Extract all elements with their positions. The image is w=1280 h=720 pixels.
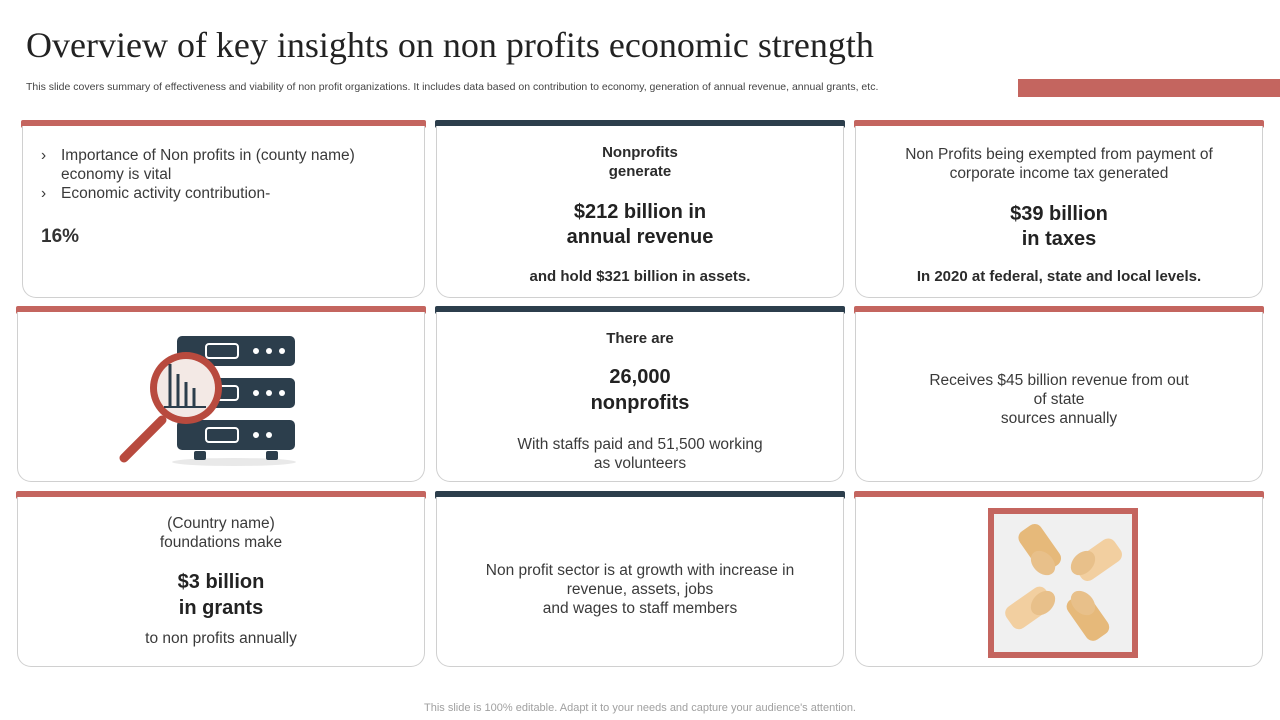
card-text: corporate income tax generated (949, 165, 1169, 182)
card-nonprofit-count: There are 26,000 nonprofits With staffs … (435, 306, 845, 482)
card-topbar (854, 306, 1264, 314)
card-big-value: 26,000 (609, 366, 671, 388)
contribution-value: 16% (41, 226, 80, 247)
bullet-text-cont: economy is vital (61, 166, 172, 183)
card-label: generate (608, 163, 672, 180)
bullet-item-importance: › Importance of Non profits in (county n… (41, 146, 355, 184)
card-box (855, 126, 1263, 298)
card-topbar (854, 491, 1264, 499)
chevron-right-icon: › (41, 185, 47, 202)
card-big-value: nonprofits (590, 392, 690, 414)
card-text: as volunteers (593, 455, 687, 472)
card-tax-exemption: Non Profits being exempted from payment … (854, 120, 1264, 298)
card-text: Non Profits being exempted from payment … (905, 146, 1213, 163)
card-text: to non profits annually (145, 630, 297, 647)
page-subtitle: This slide covers summary of effectivene… (26, 81, 879, 93)
card-text: revenue, assets, jobs (566, 581, 714, 598)
card-economy-importance (21, 120, 426, 298)
card-topbar (435, 120, 845, 128)
card-data-analysis-illustration (16, 306, 426, 482)
card-label: There are (606, 330, 674, 347)
bullet-text: Economic activity contribution- (61, 185, 271, 202)
card-big-value: $3 billion (177, 571, 265, 593)
card-box (17, 497, 425, 667)
card-text: and wages to staff members (542, 600, 738, 617)
card-teamwork-illustration (854, 491, 1264, 667)
bullet-text: Importance of Non profits in (county nam… (61, 147, 355, 164)
card-box (436, 312, 844, 482)
card-topbar (16, 491, 426, 499)
card-topbar (21, 120, 426, 128)
card-text: Non profit sector is at growth with incr… (485, 562, 795, 579)
card-box (855, 312, 1263, 482)
card-topbar (16, 306, 426, 314)
card-text: sources annually (1000, 410, 1118, 427)
card-footnote: and hold $321 billion in assets. (529, 268, 751, 285)
card-label: Nonprofits (602, 144, 678, 161)
card-text: Receives $45 billion revenue from out (929, 372, 1189, 389)
card-topbar (435, 491, 845, 499)
card-box (436, 497, 844, 667)
card-foundation-grants: (Country name) foundations make $3 billi… (16, 491, 426, 667)
economy-bullet-list: › Importance of Non profits in (county n… (41, 146, 355, 203)
card-topbar (435, 306, 845, 314)
card-text: With staffs paid and 51,500 working (517, 436, 763, 453)
card-big-value: $212 billion in (573, 201, 707, 223)
card-text: foundations make (159, 534, 283, 551)
card-big-value: $39 billion (1010, 203, 1108, 225)
card-footnote: In 2020 at federal, state and local leve… (916, 268, 1202, 285)
card-big-value: in grants (178, 597, 264, 619)
card-big-value: in taxes (1021, 228, 1097, 250)
card-annual-revenue: Nonprofits generate $212 billion in annu… (435, 120, 845, 298)
card-box (22, 126, 425, 298)
card-big-value: annual revenue (566, 226, 714, 248)
header-accent-bar (1018, 79, 1280, 97)
slide-footer-note: This slide is 100% editable. Adapt it to… (424, 702, 856, 714)
card-sector-growth: Non profit sector is at growth with incr… (435, 491, 845, 667)
page-title: Overview of key insights on non profits … (26, 25, 874, 65)
card-text: of state (1033, 391, 1085, 408)
chevron-right-icon: › (41, 147, 47, 164)
server-magnifier-chart-icon (119, 336, 296, 466)
hands-teamwork-icon (988, 508, 1138, 658)
card-text: (Country name) (167, 515, 275, 532)
card-topbar (854, 120, 1264, 128)
bullet-item-contribution: › Economic activity contribution- (41, 184, 355, 203)
card-out-of-state-revenue: Receives $45 billion revenue from out of… (854, 306, 1264, 482)
card-box (436, 126, 844, 298)
